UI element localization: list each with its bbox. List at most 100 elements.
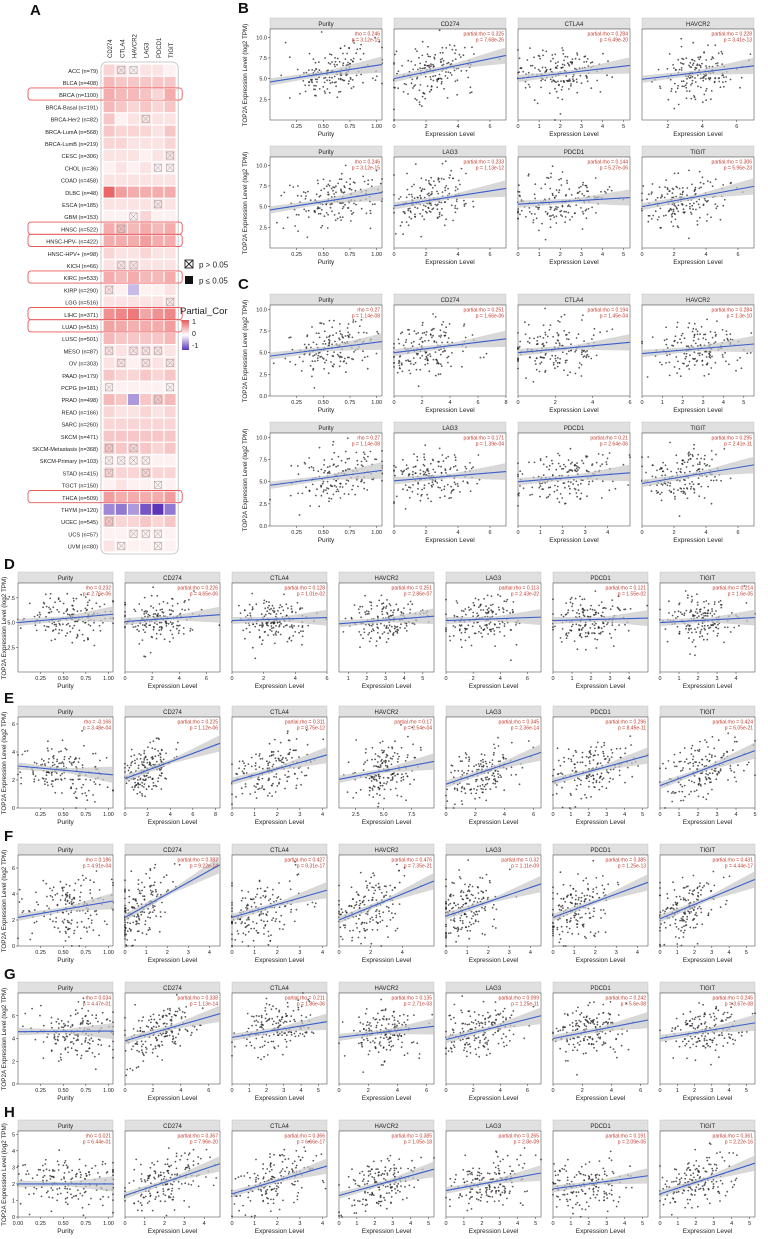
data-point (688, 169, 690, 172)
data-point (720, 606, 723, 609)
data-point (669, 207, 672, 210)
data-point (419, 212, 421, 215)
data-point (711, 458, 713, 461)
data-point (560, 209, 563, 212)
data-point (177, 625, 180, 627)
data-point (335, 185, 337, 188)
x-tick-label: 0 (640, 252, 643, 258)
data-point (499, 631, 501, 633)
data-point (405, 630, 408, 632)
data-point (267, 624, 269, 627)
data-point (413, 453, 415, 455)
data-point (322, 86, 325, 88)
data-point (692, 208, 694, 211)
data-point (740, 76, 743, 79)
data-point (443, 485, 446, 488)
data-point (375, 640, 378, 642)
data-point (376, 626, 379, 629)
heatmap-cell (103, 198, 115, 210)
data-point (697, 615, 700, 618)
data-point (51, 785, 54, 788)
data-point (445, 613, 447, 616)
data-point (541, 66, 544, 69)
data-point (323, 187, 326, 190)
data-point (627, 484, 630, 486)
data-point (465, 202, 467, 205)
data-point (420, 189, 423, 192)
heatmap-cell (115, 113, 127, 125)
heatmap-frame (100, 61, 179, 555)
data-point (322, 490, 325, 493)
data-point (352, 85, 355, 88)
data-point (249, 612, 252, 615)
facet-strip-label: LAG3 (486, 576, 502, 582)
data-point (497, 606, 500, 609)
data-point (61, 629, 63, 632)
heatmap-cell (140, 150, 152, 161)
data-point (704, 628, 706, 631)
data-point (172, 622, 174, 624)
data-point (412, 340, 415, 343)
data-point (539, 458, 542, 460)
data-point (453, 481, 456, 484)
nonsig-cross-icon (141, 468, 150, 477)
data-point (544, 66, 547, 69)
data-point (92, 794, 94, 796)
fit-line (124, 614, 221, 623)
data-point (341, 335, 344, 338)
y-tick-label: 10.0 (256, 435, 267, 441)
data-point (414, 97, 417, 100)
data-point (393, 625, 396, 628)
panel-label-e: E (4, 690, 15, 707)
data-point (544, 210, 547, 213)
confidence-band (339, 608, 434, 628)
data-point (558, 344, 561, 346)
data-point (369, 209, 372, 212)
data-point (433, 340, 436, 342)
data-point (387, 627, 390, 629)
data-point (674, 498, 676, 500)
x-axis-label: Expression Level (425, 131, 475, 138)
heatmap-cell (164, 479, 176, 491)
data-point (728, 363, 730, 366)
heatmap-cell (128, 101, 139, 113)
data-point (249, 614, 252, 617)
data-point (177, 620, 179, 623)
stat-p-value: p = 1.39e-04 (476, 442, 504, 448)
data-point (81, 730, 83, 732)
data-point (371, 179, 373, 181)
data-point (329, 465, 331, 468)
data-point (381, 46, 383, 49)
data-point (71, 627, 74, 630)
nonsig-cross-icon (141, 456, 150, 465)
x-tick-label: 0 (658, 676, 661, 682)
data-point (661, 484, 664, 486)
data-point (664, 464, 667, 467)
data-point (473, 53, 475, 55)
data-point (540, 187, 543, 190)
heatmap-cell (140, 394, 152, 405)
data-point (555, 208, 558, 210)
data-point (308, 353, 311, 356)
data-point (469, 92, 471, 94)
data-point (426, 362, 429, 365)
data-point (561, 468, 563, 470)
data-point (408, 207, 411, 210)
data-point (722, 184, 725, 186)
heatmap-cell (128, 272, 139, 283)
data-point (317, 354, 320, 357)
data-point (569, 487, 571, 490)
data-point (414, 465, 417, 468)
data-point (565, 333, 568, 336)
data-point (698, 206, 701, 209)
data-point (339, 360, 342, 363)
data-point (426, 211, 428, 214)
confidence-band (518, 189, 630, 208)
heatmap-cell (115, 333, 127, 344)
data-point (695, 608, 698, 610)
data-point (310, 466, 313, 468)
heatmap-cell (103, 186, 115, 198)
data-point (410, 193, 413, 196)
data-point (685, 609, 688, 612)
data-point (176, 741, 179, 744)
